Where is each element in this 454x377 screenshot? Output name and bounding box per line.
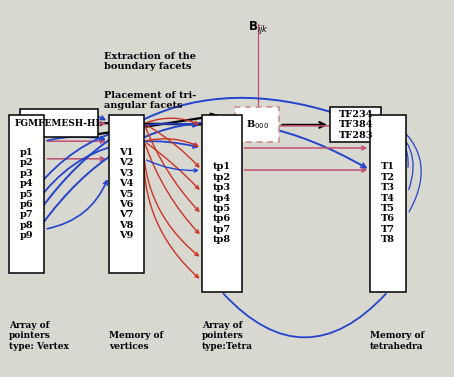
Text: B$_{000}$: B$_{000}$ (246, 118, 269, 131)
Text: V1
V2
V3
V4
V5
V6
V7
V8
V9: V1 V2 V3 V4 V5 V6 V7 V8 V9 (119, 148, 133, 240)
FancyBboxPatch shape (370, 115, 405, 292)
Text: T1
T2
T3
T4
T5
T6
T7
T8: T1 T2 T3 T4 T5 T6 T7 T8 (381, 162, 395, 244)
FancyBboxPatch shape (9, 115, 44, 273)
Text: Memory of
vertices: Memory of vertices (109, 331, 163, 351)
Text: Array of
pointers
type:Tetra: Array of pointers type:Tetra (202, 321, 253, 351)
Text: tp1
tp2
tp3
tp4
tp5
tp6
tp7
tp8: tp1 tp2 tp3 tp4 tp5 tp6 tp7 tp8 (212, 162, 231, 244)
FancyBboxPatch shape (109, 115, 144, 273)
Text: p1
p2
p3
p4
p5
p6
p7
p8
p9: p1 p2 p3 p4 p5 p6 p7 p8 p9 (20, 148, 34, 240)
Text: $\mathbf{B}_{ijk}$: $\mathbf{B}_{ijk}$ (248, 19, 269, 36)
Text: Memory of
tetrahedra: Memory of tetrahedra (370, 331, 424, 351)
Text: Placement of tri-
angular facets: Placement of tri- angular facets (104, 91, 197, 110)
Text: Array of
pointers
type: Vertex: Array of pointers type: Vertex (9, 321, 69, 351)
Text: FGMFEMESH-HL: FGMFEMESH-HL (15, 118, 103, 127)
Text: TF234
TF384
TF283: TF234 TF384 TF283 (338, 110, 373, 140)
FancyBboxPatch shape (330, 107, 381, 143)
FancyBboxPatch shape (202, 115, 242, 292)
FancyBboxPatch shape (235, 107, 279, 143)
FancyBboxPatch shape (20, 109, 98, 137)
Text: Extraction of the
boundary facets: Extraction of the boundary facets (104, 52, 196, 72)
